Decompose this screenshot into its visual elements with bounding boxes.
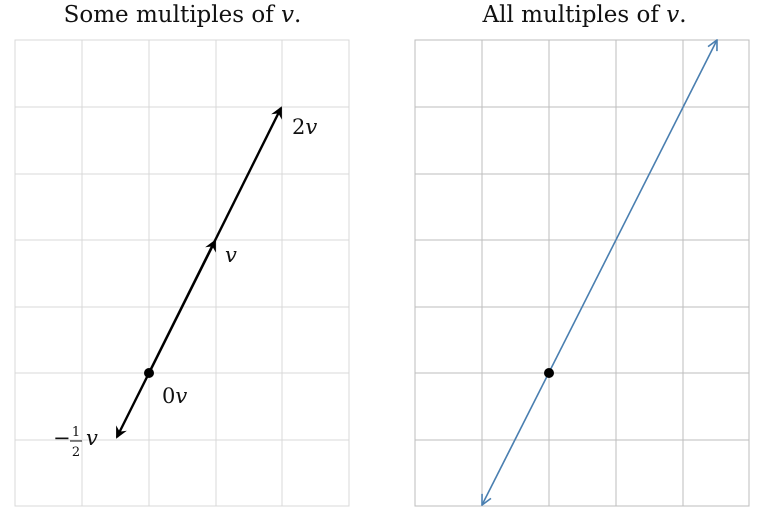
left-diagram: 2v v 0v − 1 2 v [14,39,350,507]
span-line [482,40,717,505]
left-grid-border [14,39,350,507]
origin-dot [144,368,154,378]
left-panel-title: Some multiples of v. [63,2,302,28]
vector-neg-half-v [115,372,151,439]
label-v: v [225,243,237,267]
vector-v [147,239,217,374]
right-grid-border [414,39,750,507]
svg-text:1: 1 [72,425,80,440]
svg-text:v: v [86,426,98,450]
right-panel: All multiples of v. [400,0,769,520]
left-panel: Some multiples of v. 2 [0,0,365,520]
label-2v: 2v [292,115,317,139]
svg-text:−: − [53,426,71,450]
label-neg-half-v: − 1 2 v [53,425,98,460]
right-panel-title: All multiples of v. [482,2,687,28]
svg-text:2: 2 [72,445,80,460]
origin-dot [544,368,554,378]
right-diagram [414,0,750,520]
label-0v: 0v [162,384,187,408]
right-grid [414,39,750,507]
